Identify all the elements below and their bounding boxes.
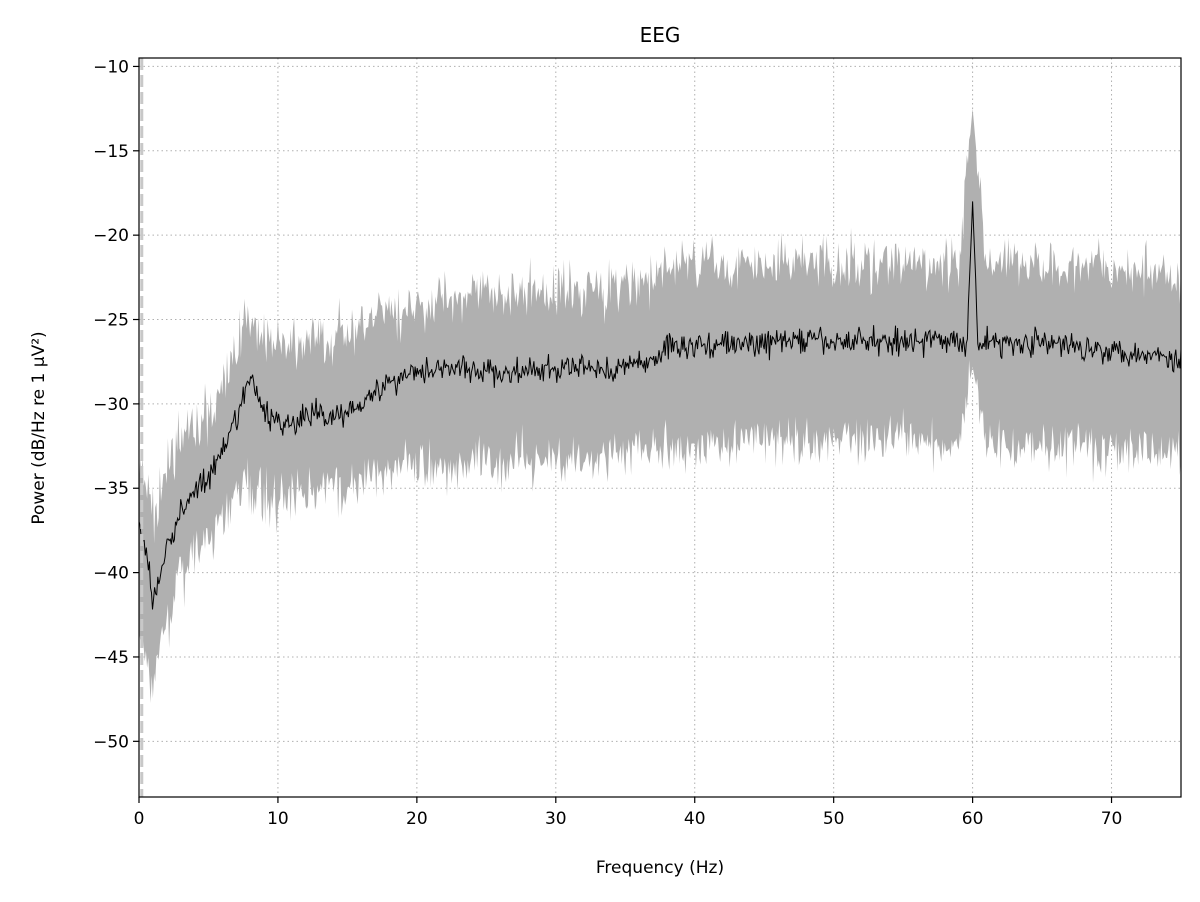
y-tick-label: −30 — [93, 395, 129, 415]
x-tick-label: 10 — [267, 809, 289, 829]
y-tick-label: −40 — [93, 564, 129, 584]
x-tick-label: 0 — [134, 809, 145, 829]
x-tick-label: 40 — [684, 809, 706, 829]
mean-psd-line — [138, 201, 1182, 610]
y-tick-label: −50 — [93, 732, 129, 752]
y-tick-label: −45 — [93, 648, 129, 668]
x-tick-label: 50 — [823, 809, 845, 829]
y-tick-label: −20 — [93, 226, 129, 246]
std-band-layer — [139, 108, 1181, 704]
std-band — [139, 108, 1181, 704]
y-axis-label: Power (dB/Hz re 1 µV²) — [29, 331, 49, 524]
y-tick-label: −25 — [93, 311, 129, 331]
x-axis-label: Frequency (Hz) — [596, 858, 724, 878]
axes-frame — [138, 57, 1182, 798]
mean-line-layer — [138, 201, 1182, 610]
y-tick-label: −10 — [93, 57, 129, 77]
y-tick-label: −35 — [93, 479, 129, 499]
tick-layer: 0 10 20 30 40 50 60 70 −10 −15 −20 −25 −30 −35 −40 −45 −… — [93, 57, 1122, 829]
x-tick-label: 60 — [962, 809, 984, 829]
x-tick-label: 30 — [545, 809, 567, 829]
x-tick-label: 20 — [406, 809, 428, 829]
x-tick-label: 70 — [1101, 809, 1123, 829]
chart-title: EEG — [640, 23, 681, 47]
y-tick-label: −15 — [93, 142, 129, 162]
